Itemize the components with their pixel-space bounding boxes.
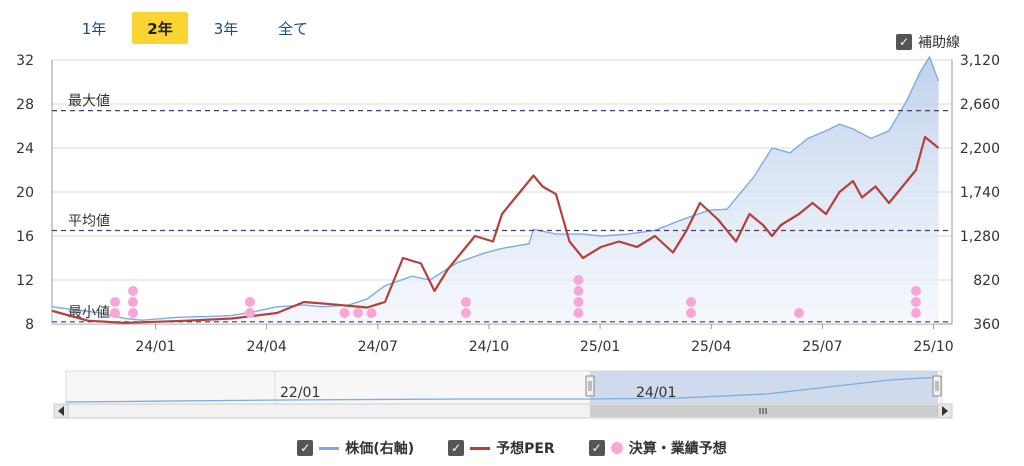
x-tick-label: 24/01 [135, 339, 175, 355]
y-left-tick-label: 8 [25, 317, 34, 333]
y-left-tick-label: 12 [16, 273, 34, 289]
y-right-tick-label: 1,280 [960, 229, 1000, 245]
legend-line-icon [319, 446, 340, 450]
earnings-marker [128, 308, 138, 318]
y-right-tick-label: 2,200 [960, 141, 1000, 157]
earnings-marker [686, 297, 696, 307]
aux-line-toggle[interactable]: ✓ 補助線 [896, 32, 960, 52]
earnings-marker [128, 286, 138, 296]
x-tick-label: 25/10 [913, 339, 953, 355]
earnings-marker [245, 297, 255, 307]
legend-label: 決算・業績予想 [628, 441, 727, 457]
x-tick-label: 24/04 [246, 339, 286, 355]
tab-all[interactable]: 全て [278, 19, 309, 38]
earnings-marker [110, 297, 120, 307]
checkbox-checked-icon[interactable]: ✓ [588, 440, 605, 456]
navigator-label: 24/01 [636, 385, 676, 401]
y-left-tick-label: 24 [16, 141, 34, 157]
navigator-handle[interactable] [932, 375, 942, 397]
earnings-marker [573, 297, 584, 307]
y-left-tick-label: 16 [16, 229, 34, 245]
x-tick-label: 24/10 [469, 339, 509, 355]
y-left-tick-label: 32 [16, 53, 34, 69]
legend-item-earnings[interactable]: ✓ 決算・業績予想 [588, 438, 727, 458]
earnings-marker [573, 308, 584, 318]
earnings-marker [911, 286, 921, 296]
navigator-line [65, 376, 943, 403]
price-area [52, 57, 939, 324]
navigator-label: 22/01 [280, 385, 320, 401]
earnings-marker [110, 308, 120, 318]
per-line [51, 135, 940, 324]
scroll-right-arrow-icon [942, 406, 948, 416]
earnings-marker [339, 308, 350, 318]
y-right-tick-label: 1,740 [960, 185, 1000, 201]
y-right-tick-label: 3,120 [960, 53, 1000, 69]
y-right-tick-label: 820 [973, 273, 1000, 289]
reference-line-label: 最大値 [68, 94, 110, 110]
earnings-marker [366, 308, 377, 318]
legend: ✓ 株価(右軸) ✓ 予想PER ✓ 決算・業績予想 [0, 438, 1024, 458]
earnings-marker [573, 275, 584, 285]
earnings-marker [461, 297, 471, 307]
navigator[interactable] [65, 370, 943, 405]
navigator-handle[interactable] [585, 375, 595, 397]
x-tick-label: 25/04 [691, 339, 731, 355]
earnings-marker [128, 297, 138, 307]
tab-1y[interactable]: 1年 [81, 19, 107, 38]
y-left-tick-label: 28 [16, 97, 34, 113]
earnings-marker [686, 308, 696, 318]
legend-item-per[interactable]: ✓ 予想PER [448, 438, 555, 458]
tab-2y[interactable]: 2年 [132, 12, 188, 44]
earnings-marker [911, 308, 921, 318]
earnings-marker [353, 308, 363, 318]
checkbox-checked-icon[interactable]: ✓ [448, 440, 465, 456]
earnings-marker [245, 308, 255, 318]
checkbox-checked-icon[interactable]: ✓ [896, 34, 912, 50]
y-right-tick-label: 360 [973, 317, 1000, 333]
scroll-left-arrow-icon [58, 406, 64, 416]
legend-line-icon [470, 446, 491, 450]
y-right-tick-label: 2,660 [960, 97, 1000, 113]
x-tick-label: 24/07 [358, 339, 398, 355]
earnings-marker [461, 308, 471, 318]
legend-label: 株価(右軸) [345, 441, 415, 457]
tab-3y[interactable]: 3年 [213, 19, 239, 38]
earnings-marker [794, 308, 804, 318]
scrollbar-thumb[interactable] [590, 405, 938, 417]
x-tick-label: 25/01 [580, 339, 620, 355]
checkbox-checked-icon[interactable]: ✓ [297, 440, 314, 456]
legend-label: 予想PER [496, 441, 555, 457]
y-left-tick-label: 20 [16, 185, 34, 201]
legend-item-price[interactable]: ✓ 株価(右軸) [297, 438, 414, 458]
reference-line-label: 最小値 [68, 305, 110, 321]
legend-dot-icon [610, 442, 623, 454]
earnings-marker [911, 297, 921, 307]
earnings-marker [573, 286, 584, 296]
x-tick-label: 25/07 [802, 339, 842, 355]
reference-line-label: 平均値 [68, 214, 110, 230]
period-tabs: 1年 2年 3年 全て [66, 12, 322, 44]
aux-line-label: 補助線 [918, 35, 960, 51]
